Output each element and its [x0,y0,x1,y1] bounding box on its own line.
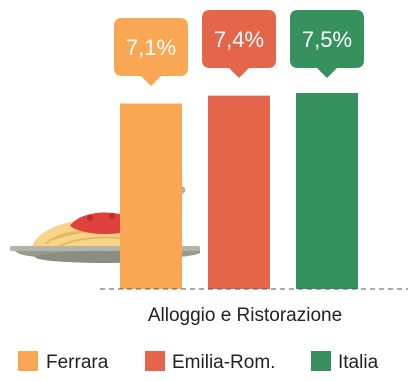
value-callout [114,18,188,86]
bar-italia [296,93,358,289]
legend-item: Ferrara [18,351,109,373]
category-label: Alloggio e Ristorazione [148,305,342,326]
legend-item: Italia [311,351,379,373]
legend-label: Italia [338,352,379,373]
legend-swatch [311,351,331,371]
value-callout [202,10,276,78]
legend-item: Emilia-Rom. [145,351,275,373]
data-label: 7,4% [214,27,264,52]
legend-label: Emilia-Rom. [172,352,275,373]
legend-label: Ferrara [46,352,109,373]
value-callout [290,10,364,78]
bar-ferrara [120,103,182,289]
bars-layer [120,93,358,289]
legend-swatch [18,351,38,371]
legend-swatch [145,351,165,371]
callouts-layer: 7,1% 7,4% 7,5% [114,10,364,86]
bar-emilia-rom [208,95,270,289]
data-label: 7,1% [126,35,176,60]
legend: Ferrara Emilia-Rom. Italia [18,351,379,373]
data-label: 7,5% [302,27,352,52]
